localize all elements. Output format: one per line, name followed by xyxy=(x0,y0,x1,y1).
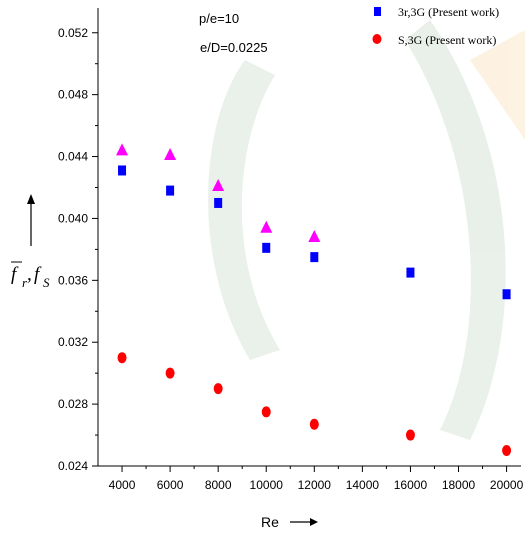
x-tick-label: 4000 xyxy=(109,478,136,492)
y-tick-label: 0.032 xyxy=(58,335,88,349)
annotation-pe: p/e=10 xyxy=(199,11,239,26)
y-label-r-subscript: r xyxy=(22,275,28,290)
triangle-point xyxy=(116,143,129,156)
y-arrow-head xyxy=(27,194,35,204)
y-tick-label: 0.040 xyxy=(58,211,88,225)
square-point xyxy=(310,252,319,263)
square-point xyxy=(166,185,175,196)
legend: 3r,3G (Present work) S,3G (Present work) xyxy=(372,5,499,47)
y-label-f: f xyxy=(11,264,19,285)
triangle-point xyxy=(260,220,273,233)
data-marks xyxy=(116,143,512,457)
plot-frame xyxy=(97,8,521,467)
square-point xyxy=(118,165,127,176)
circle-point xyxy=(502,445,512,457)
x-tick-label: 20000 xyxy=(490,478,524,492)
triangle-point xyxy=(164,147,177,160)
x-axis-title: Re xyxy=(261,514,279,530)
y-axis-arrow-icon xyxy=(27,194,35,246)
y-label-f2: f xyxy=(34,264,42,285)
y-tick-label: 0.024 xyxy=(58,459,88,473)
circle-point xyxy=(261,406,271,418)
square-point xyxy=(214,197,223,208)
circle-point xyxy=(309,418,319,430)
x-tick-label: 12000 xyxy=(298,478,332,492)
x-tick-label: 6000 xyxy=(157,478,184,492)
watermark xyxy=(208,20,525,440)
axis-ticks: 0.024 0.028 0.032 0.036 0.040 0.044 0.048 0.052… xyxy=(58,26,524,492)
legend-label-s3g: S,3G (Present work) xyxy=(398,33,496,47)
x-tick-label: 8000 xyxy=(205,478,232,492)
y-tick-label: 0.028 xyxy=(58,397,88,411)
square-point xyxy=(406,267,415,278)
x-arrow-head xyxy=(310,518,318,526)
y-tick-label: 0.036 xyxy=(58,273,88,287)
y-tick-label: 0.044 xyxy=(58,150,88,164)
circle-point xyxy=(117,352,127,364)
x-tick-label: 16000 xyxy=(394,478,428,492)
annotation-ed: e/D=0.0225 xyxy=(200,40,268,55)
circle-point xyxy=(213,383,223,395)
circle-point xyxy=(165,367,175,379)
x-tick-label: 18000 xyxy=(442,478,476,492)
legend-square-marker xyxy=(374,7,381,16)
circle-point xyxy=(405,429,415,441)
x-tick-label: 14000 xyxy=(346,478,380,492)
legend-label-3r3g: 3r,3G (Present work) xyxy=(398,5,499,19)
legend-circle-marker xyxy=(372,34,382,44)
y-label-comma: , xyxy=(27,264,32,285)
triangle-point xyxy=(212,178,225,191)
square-point xyxy=(262,242,271,253)
square-point xyxy=(502,289,511,300)
y-label-s-subscript: S xyxy=(43,275,50,290)
watermark-leaf-band-2 xyxy=(208,60,280,360)
x-tick-label: 10000 xyxy=(250,478,284,492)
watermark-leaf-band xyxy=(405,20,506,440)
y-tick-label: 0.048 xyxy=(58,88,88,102)
y-tick-label: 0.052 xyxy=(58,26,88,40)
watermark-accent xyxy=(470,30,525,140)
x-axis-arrow-icon xyxy=(290,518,318,526)
triangle-point xyxy=(308,230,321,242)
y-axis-title: f r , f S xyxy=(11,261,50,290)
